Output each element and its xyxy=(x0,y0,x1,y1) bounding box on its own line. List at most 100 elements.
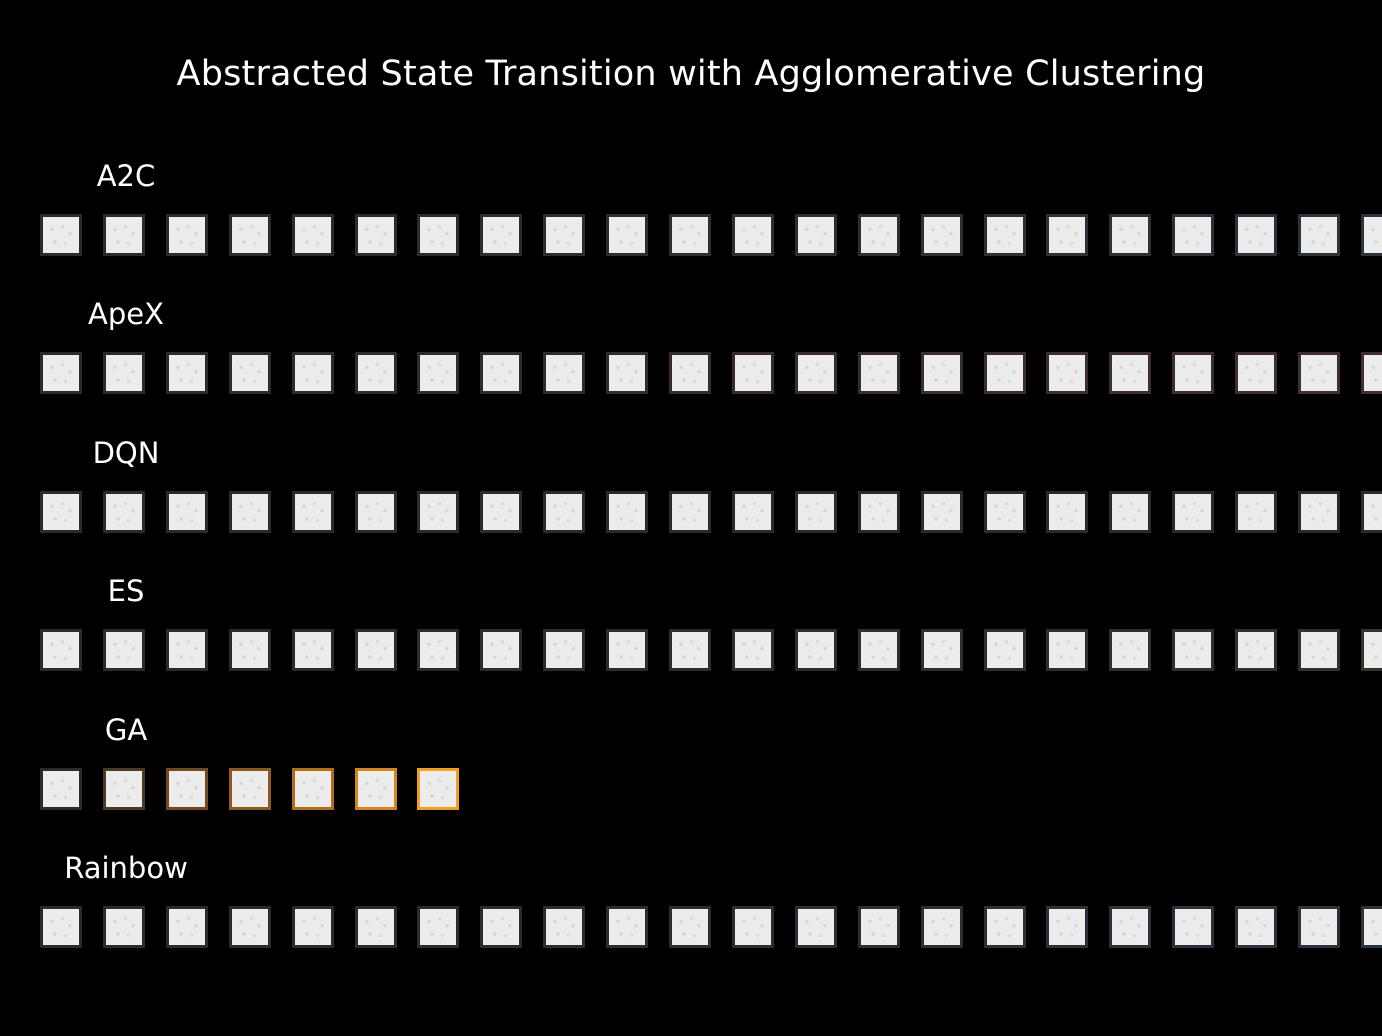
frame-thumbnail xyxy=(102,352,145,395)
frame-thumbnail xyxy=(606,352,649,395)
frame-thumbnail xyxy=(731,352,774,395)
frame-thumbnail xyxy=(1235,490,1278,533)
frame-thumbnail xyxy=(1172,490,1215,533)
frame-thumbnail xyxy=(228,629,271,672)
frame-thumbnail xyxy=(417,490,460,533)
row-ga: GA xyxy=(0,712,1382,842)
frame-thumbnail xyxy=(983,906,1026,948)
frame-thumbnail xyxy=(669,906,711,948)
frame-thumbnail xyxy=(543,214,586,256)
frame-thumbnail xyxy=(480,906,523,948)
frame-thumbnail xyxy=(1360,906,1382,948)
frame-thumbnail xyxy=(1046,629,1089,672)
frame-thumbnail xyxy=(417,767,460,810)
frame-thumbnail xyxy=(291,214,334,256)
frame-thumbnail xyxy=(165,214,208,256)
frame-thumbnail xyxy=(102,906,145,948)
frame-thumbnail xyxy=(354,906,397,948)
row-label: Rainbow xyxy=(64,851,188,885)
frame-thumbnail xyxy=(1046,214,1089,256)
frame-thumbnail xyxy=(165,767,208,810)
frame-thumbnail xyxy=(794,490,837,533)
frame-thumbnail xyxy=(1109,629,1152,672)
row-rainbow: Rainbow xyxy=(0,850,1382,980)
frame-strip xyxy=(40,629,1382,675)
frame-thumbnail xyxy=(354,214,397,256)
frame-thumbnail xyxy=(794,214,837,256)
frame-thumbnail xyxy=(102,629,145,672)
frame-thumbnail xyxy=(40,629,82,672)
row-dqn: DQN xyxy=(0,435,1382,565)
frame-thumbnail xyxy=(1298,352,1340,395)
frame-thumbnail xyxy=(794,906,837,948)
frame-thumbnail xyxy=(1109,352,1152,395)
frame-thumbnail xyxy=(228,352,271,395)
frame-strip xyxy=(40,490,1382,537)
frame-thumbnail xyxy=(417,214,460,256)
frame-thumbnail xyxy=(1046,352,1089,395)
frame-thumbnail xyxy=(228,214,271,256)
frame-thumbnail xyxy=(606,490,649,533)
frame-thumbnail xyxy=(1235,214,1278,256)
row-label: ApeX xyxy=(88,297,164,332)
frame-thumbnail xyxy=(920,490,963,533)
frame-thumbnail xyxy=(857,906,900,948)
frame-thumbnail xyxy=(1235,906,1278,948)
frame-thumbnail xyxy=(228,906,271,948)
frame-strip xyxy=(40,214,1382,260)
frame-thumbnail xyxy=(731,490,774,533)
frame-thumbnail xyxy=(920,629,963,672)
frame-thumbnail xyxy=(731,906,774,948)
frame-thumbnail xyxy=(291,906,334,948)
frame-thumbnail xyxy=(543,629,586,672)
frame-thumbnail xyxy=(1109,906,1152,948)
frame-thumbnail xyxy=(40,490,82,533)
frame-thumbnail xyxy=(417,906,460,948)
row-label: GA xyxy=(104,712,148,747)
frame-thumbnail xyxy=(228,490,271,533)
frame-thumbnail xyxy=(920,214,963,256)
frame-thumbnail xyxy=(1360,629,1382,672)
frame-thumbnail xyxy=(40,767,82,810)
row-label: A2C xyxy=(96,159,156,193)
frame-thumbnail xyxy=(480,214,523,256)
frame-thumbnail xyxy=(983,352,1026,395)
frame-thumbnail xyxy=(857,352,900,395)
frame-thumbnail xyxy=(1235,629,1278,672)
frame-strip xyxy=(40,767,1382,814)
frame-thumbnail xyxy=(1109,214,1152,256)
frame-thumbnail xyxy=(1172,214,1215,256)
frame-thumbnail xyxy=(40,352,82,395)
diagram-title: Abstracted State Transition with Agglome… xyxy=(176,54,1206,94)
frame-thumbnail xyxy=(669,629,711,672)
frame-thumbnail xyxy=(102,490,145,533)
frame-thumbnail xyxy=(543,906,586,948)
frame-strip xyxy=(40,906,1382,952)
frame-thumbnail xyxy=(354,352,397,395)
frame-thumbnail xyxy=(857,214,900,256)
frame-thumbnail xyxy=(1360,352,1382,395)
frame-thumbnail xyxy=(1046,906,1089,948)
frame-thumbnail xyxy=(1298,906,1340,948)
frame-thumbnail xyxy=(291,352,334,395)
frame-thumbnail xyxy=(606,629,649,672)
frame-thumbnail xyxy=(354,490,397,533)
frame-thumbnail xyxy=(731,214,774,256)
frame-thumbnail xyxy=(669,214,711,256)
frame-thumbnail xyxy=(102,767,145,810)
row-a2c: A2C xyxy=(0,158,1382,288)
frame-thumbnail xyxy=(165,352,208,395)
frame-thumbnail xyxy=(1109,490,1152,533)
frame-thumbnail xyxy=(417,629,460,672)
frame-thumbnail xyxy=(857,629,900,672)
frame-thumbnail xyxy=(40,906,82,948)
row-label: ES xyxy=(107,574,145,609)
row-es: ES xyxy=(0,573,1382,703)
frame-thumbnail xyxy=(102,214,145,256)
frame-thumbnail xyxy=(543,352,586,395)
frame-thumbnail xyxy=(291,490,334,533)
frame-thumbnail xyxy=(480,490,523,533)
frame-thumbnail xyxy=(920,906,963,948)
frame-thumbnail xyxy=(857,490,900,533)
frame-thumbnail xyxy=(1046,490,1089,533)
